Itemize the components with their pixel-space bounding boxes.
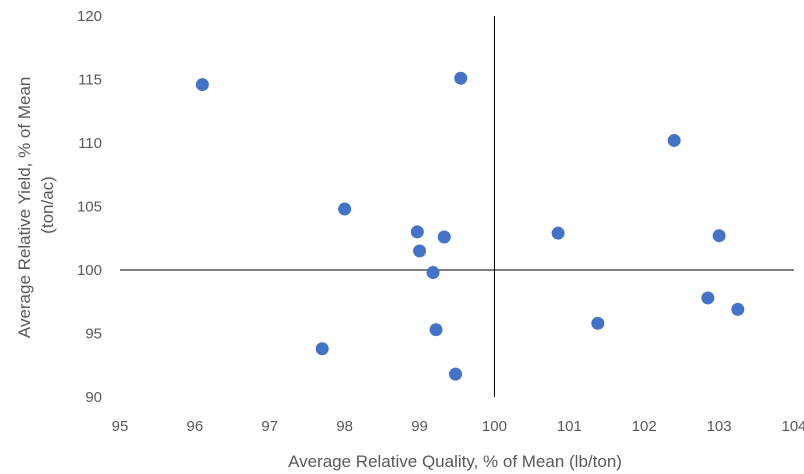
data-point (429, 323, 443, 337)
x-tick-label: 95 (112, 418, 129, 435)
x-tick-label: 104 (781, 418, 804, 435)
y-axis-ticks: 90 95 100 105 110 115 120 (77, 8, 102, 406)
data-point (195, 78, 209, 92)
data-point (315, 342, 329, 356)
x-tick-label: 103 (707, 418, 732, 435)
y-axis-title: Average Relative Yield, % of Mean (ton/a… (15, 72, 57, 338)
data-point (426, 266, 440, 280)
data-point (449, 367, 463, 381)
x-tick-label: 102 (632, 418, 657, 435)
y-axis-title-line-2: (ton/ac) (38, 176, 57, 234)
y-tick-label: 90 (85, 389, 102, 406)
data-points (195, 71, 745, 381)
data-point (454, 71, 468, 85)
data-point (667, 133, 681, 147)
x-tick-label: 98 (336, 418, 353, 435)
y-tick-label: 110 (78, 135, 102, 152)
data-point (413, 244, 427, 258)
data-point (591, 316, 605, 330)
data-point (437, 230, 451, 244)
y-tick-label: 115 (78, 72, 102, 89)
x-axis-title: Average Relative Quality, % of Mean (lb/… (288, 452, 622, 471)
data-point (551, 226, 565, 240)
data-point (410, 225, 424, 239)
data-point (712, 229, 726, 243)
x-tick-label: 99 (411, 418, 428, 435)
data-point (701, 291, 715, 305)
x-axis-ticks: 95 96 97 98 99 100 101 102 103 104 (112, 418, 804, 435)
x-tick-label: 101 (557, 418, 582, 435)
reference-lines (120, 16, 794, 397)
y-tick-label: 105 (77, 199, 102, 216)
x-tick-label: 97 (261, 418, 278, 435)
y-tick-label: 120 (77, 8, 102, 25)
y-tick-label: 100 (77, 262, 102, 279)
x-tick-label: 100 (482, 418, 507, 435)
x-tick-label: 96 (187, 418, 204, 435)
y-axis-title-line-1: Average Relative Yield, % of Mean (15, 77, 34, 338)
data-point (338, 202, 352, 216)
data-point (731, 302, 745, 316)
y-tick-label: 95 (85, 326, 102, 343)
